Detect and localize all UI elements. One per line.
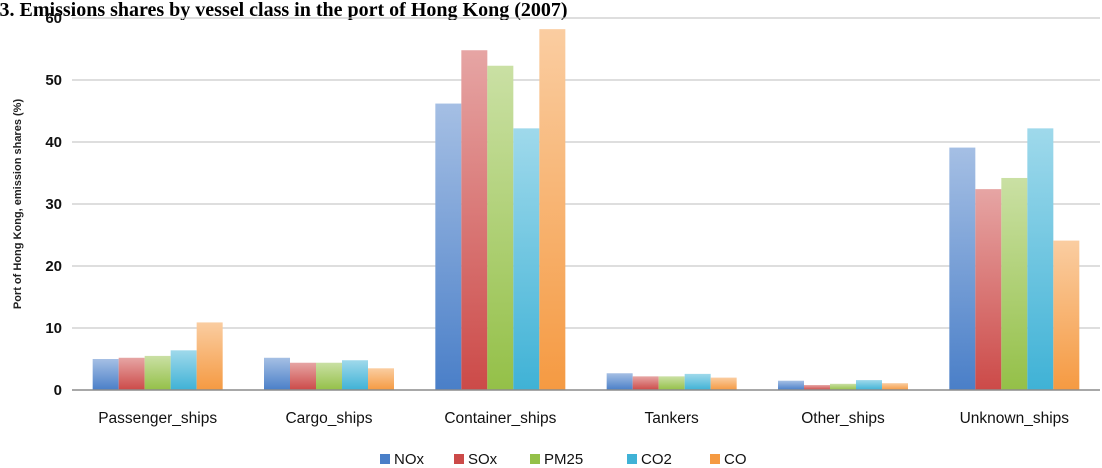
legend-swatch-co bbox=[710, 454, 720, 464]
bar-sox-other-ships bbox=[804, 385, 830, 390]
x-tick-label: Unknown_ships bbox=[960, 410, 1070, 427]
bar-sox-unknown-ships bbox=[975, 189, 1002, 390]
legend-swatch-co2 bbox=[627, 454, 637, 464]
legend-swatch-pm25 bbox=[530, 454, 540, 464]
y-tick-label: 0 bbox=[54, 382, 62, 399]
x-tick-label: Passenger_ships bbox=[98, 410, 217, 427]
bar-pm25-passenger-ships bbox=[144, 355, 171, 390]
bar-co2-other-ships bbox=[856, 380, 882, 390]
bar-nox-container-ships bbox=[435, 103, 462, 390]
y-tick-label: 50 bbox=[45, 72, 62, 89]
bar-co2-container-ships bbox=[513, 128, 540, 391]
bar-nox-tankers bbox=[606, 373, 633, 390]
bar-co-cargo-ships bbox=[368, 368, 394, 390]
bar-co-passenger-ships bbox=[196, 322, 223, 390]
bar-sox-cargo-ships bbox=[290, 362, 316, 390]
bar-nox-cargo-ships bbox=[264, 357, 290, 390]
bar-co2-cargo-ships bbox=[342, 360, 368, 390]
bar-co-container-ships bbox=[539, 29, 566, 390]
bar-nox-passenger-ships bbox=[92, 359, 119, 390]
bar-nox-unknown-ships bbox=[949, 147, 976, 390]
y-tick-label: 60 bbox=[45, 10, 62, 27]
y-tick-label: 40 bbox=[45, 134, 62, 151]
x-tick-label: Other_ships bbox=[801, 410, 885, 427]
legend-label-sox: SOx bbox=[468, 451, 498, 468]
legend-swatch-sox bbox=[454, 454, 464, 464]
bar-sox-container-ships bbox=[461, 50, 488, 391]
chart-title: gure 3. Emissions shares by vessel class… bbox=[0, 0, 568, 20]
bar-pm25-cargo-ships bbox=[316, 362, 342, 390]
bar-co-unknown-ships bbox=[1053, 240, 1080, 390]
y-tick-label: 30 bbox=[45, 196, 62, 213]
x-tick-label: Tankers bbox=[645, 410, 700, 427]
bar-co2-unknown-ships bbox=[1027, 128, 1054, 391]
legend-label-pm25: PM25 bbox=[544, 451, 583, 468]
legend-label-nox: NOx bbox=[394, 451, 425, 468]
legend-label-co2: CO2 bbox=[641, 451, 672, 468]
bar-co2-tankers bbox=[684, 373, 711, 390]
x-tick-label: Cargo_ships bbox=[285, 410, 372, 427]
legend-swatch-nox bbox=[380, 454, 390, 464]
bar-co2-passenger-ships bbox=[170, 350, 197, 390]
y-tick-label: 10 bbox=[45, 320, 62, 337]
bar-pm25-other-ships bbox=[830, 383, 856, 390]
bar-co-tankers bbox=[710, 377, 737, 390]
y-tick-label: 20 bbox=[45, 258, 62, 275]
x-tick-label: Container_ships bbox=[444, 410, 556, 427]
bar-co-other-ships bbox=[882, 383, 908, 390]
bar-sox-passenger-ships bbox=[118, 357, 145, 390]
bar-pm25-tankers bbox=[658, 376, 685, 390]
bar-pm25-container-ships bbox=[487, 65, 514, 391]
legend-label-co: CO bbox=[724, 451, 747, 468]
bar-pm25-unknown-ships bbox=[1001, 177, 1028, 390]
bar-sox-tankers bbox=[632, 376, 659, 390]
bar-nox-other-ships bbox=[778, 380, 804, 390]
